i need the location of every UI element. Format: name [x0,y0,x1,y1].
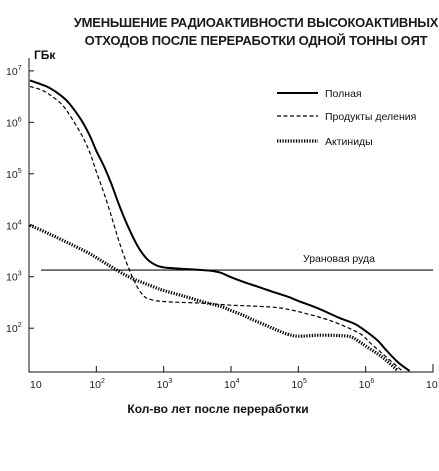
x-tick-label-1: 102 [89,378,105,391]
chart-title-line-1: УМЕНЬШЕНИЕ РАДИОАКТИВНОСТИ ВЫСОКОАКТИВНЫ… [74,15,439,30]
y-axis-ticks: 102 103 104 105 106 107 [6,65,34,335]
x-tick-label-0: 10 [30,379,42,391]
x-tick-label-3: 104 [224,378,240,391]
series-lines [29,79,411,372]
y-tick-label-1: 103 [6,271,22,284]
x-tick-label-6: 107 [426,378,439,391]
x-axis-ticks: 10 102 103 104 105 106 107 [28,366,439,391]
legend-label-1: Продукты деления [325,111,416,123]
legend: Полная Продукты деления Актиниды [277,88,416,148]
chart-title-line-2: ОТХОДОВ ПОСЛЕ ПЕРЕРАБОТКИ ОДНОЙ ТОННЫ ОЯ… [85,33,428,48]
axes [28,58,434,373]
axis-frame [28,58,434,373]
x-tick-label-5: 106 [359,378,375,391]
y-tick-label-2: 104 [6,219,22,232]
legend-label-2: Актиниды [325,136,373,148]
x-tick-label-4: 105 [291,378,307,391]
x-tick-label-2: 103 [157,378,173,391]
x-axis-label: Кол-во лет после переработки [127,402,308,416]
y-tick-label-4: 106 [6,116,22,129]
series-line-2 [29,223,399,372]
y-tick-label-3: 105 [6,168,22,181]
series-line-1 [29,85,403,372]
reference-line-label: Урановая руда [303,253,375,265]
y-tick-label-5: 107 [6,65,22,78]
uranium-ore-reference: Урановая руда [41,253,433,271]
legend-label-0: Полная [325,88,362,100]
series-line-0 [29,79,411,372]
y-tick-label-0: 102 [6,322,22,335]
y-axis-unit-label: ГБк [34,48,56,62]
